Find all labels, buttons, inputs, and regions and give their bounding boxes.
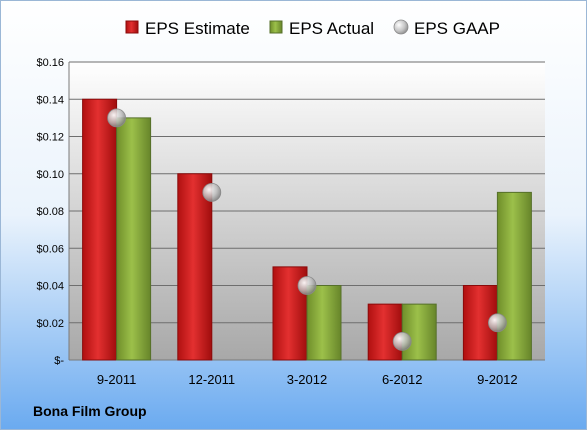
bar-eps-estimate-9-2011 <box>82 98 118 361</box>
y-tick-label: $0.14 <box>36 94 64 106</box>
marker-eps-gaap-6-2012 <box>392 331 412 351</box>
x-tick-label: 3-2012 <box>287 372 327 387</box>
legend-swatch-eps-estimate <box>125 20 139 34</box>
legend-label-eps-estimate: EPS Estimate <box>145 19 250 38</box>
x-tick-label: 9-2012 <box>477 372 517 387</box>
y-tick-label: $0.10 <box>36 169 64 181</box>
marker-eps-gaap-12-2011 <box>202 182 222 202</box>
bar-eps-actual-3-2012 <box>306 285 342 361</box>
legend-label-eps-gaap: EPS GAAP <box>414 19 500 38</box>
plot-area: $- $0.02 $0.04 $0.06 $0.08 $0.10 $0.12 $0.14 $0.… <box>36 57 545 387</box>
y-tick-label: $0.12 <box>36 132 64 144</box>
y-tick-label: $0.06 <box>36 243 64 255</box>
legend-label-eps-actual: EPS Actual <box>289 19 374 38</box>
x-tick-label: 9-2011 <box>97 372 137 387</box>
y-tick-label: $0.16 <box>36 57 64 69</box>
legend-swatch-eps-gaap <box>393 19 409 35</box>
x-tick-label: 12-2011 <box>188 372 235 387</box>
bar-eps-actual-9-2012 <box>496 191 532 361</box>
y-tick-label: $0.02 <box>36 318 64 330</box>
footer-company-name: Bona Film Group <box>33 403 147 419</box>
legend: EPS Estimate EPS Actual EPS GAAP <box>125 19 500 38</box>
marker-eps-gaap-3-2012 <box>297 276 317 295</box>
y-tick-label: $0.08 <box>36 206 64 218</box>
marker-eps-gaap-9-2012 <box>487 313 507 333</box>
x-tick-label: 6-2012 <box>382 372 422 387</box>
legend-swatch-eps-actual <box>269 20 283 34</box>
marker-eps-gaap-9-2011 <box>107 108 126 128</box>
y-tick-label: $0.04 <box>36 281 64 293</box>
bar-eps-estimate-12-2011 <box>177 173 213 361</box>
bar-eps-actual-6-2012 <box>401 303 437 361</box>
bar-eps-estimate-6-2012 <box>367 303 403 361</box>
y-tick-label: $- <box>54 355 64 367</box>
bar-eps-actual-9-2011 <box>116 117 152 361</box>
